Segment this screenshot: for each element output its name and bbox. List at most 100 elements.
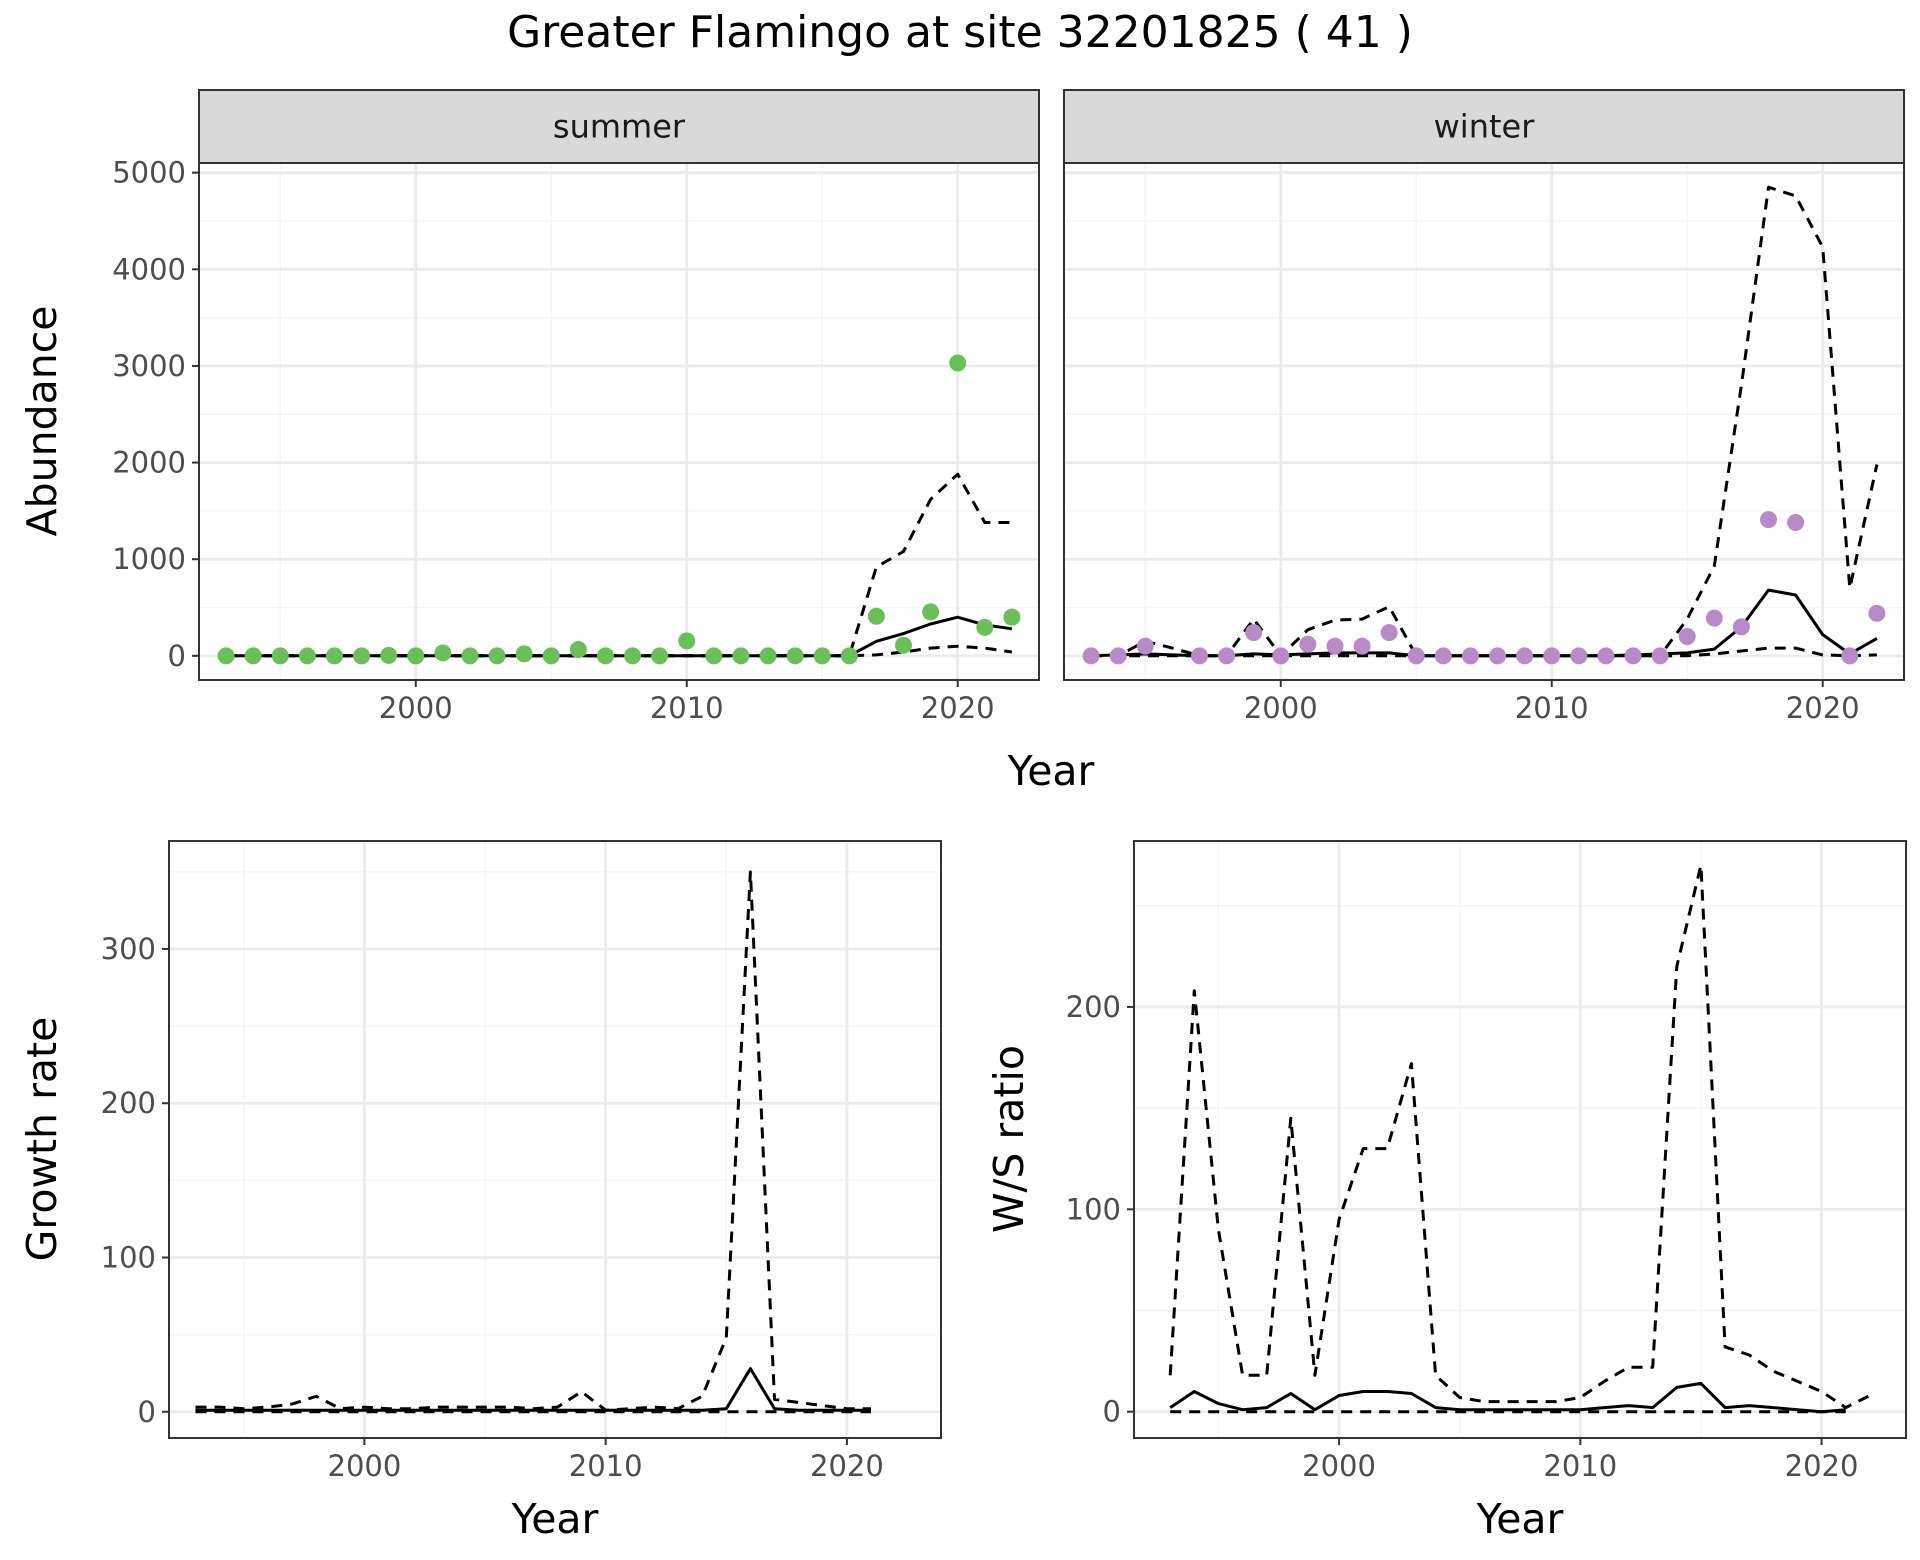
abundance-winter-strip-label: winter [1434, 108, 1536, 146]
abundance-winter-panel-background [1064, 163, 1904, 680]
growth-x-tick-label: 2020 [810, 1449, 884, 1483]
abundance-summer-point [895, 636, 913, 654]
abundance-summer-point [759, 647, 777, 665]
figure-title: Greater Flamingo at site 32201825 ( 41 ) [507, 7, 1413, 58]
ws-panel-border [1133, 840, 1907, 1439]
abundance-summer-point [840, 647, 858, 665]
abundance-winter-point [1678, 628, 1696, 646]
abundance-winter-point [1407, 647, 1425, 665]
abundance-summer-point [1003, 608, 1021, 626]
abundance-summer-y-tick-label: 2000 [112, 446, 186, 480]
abundance-winter-point [1136, 637, 1154, 655]
abundance-summer-point [325, 647, 343, 665]
abundance-winter-point [1760, 511, 1778, 529]
ws-y-tick-label: 100 [1066, 1192, 1121, 1226]
abundance-summer-point [244, 647, 262, 665]
growth-y-tick-label: 0 [138, 1395, 156, 1429]
abundance-summer-point [624, 647, 642, 665]
growth-panel-border [168, 840, 942, 1439]
abundance-summer-point [786, 647, 804, 665]
abundance-summer-point [949, 354, 967, 372]
abundance-summer-point [380, 646, 398, 664]
abundance-winter-point [1299, 635, 1317, 653]
abundance-winter-point [1272, 647, 1290, 665]
abundance-summer-x-tick-label: 2000 [379, 691, 453, 725]
abundance-summer-point [271, 647, 289, 665]
growth-y-tick-label: 200 [101, 1086, 156, 1120]
abundance-summer-point [298, 647, 316, 665]
abundance-winter-point [1543, 647, 1561, 665]
abundance-winter-point [1434, 647, 1452, 665]
growth-y-tick-label: 300 [101, 932, 156, 966]
abundance-winter-point [1868, 604, 1886, 622]
abundance-summer-y-tick-label: 1000 [112, 542, 186, 576]
abundance-summer-point [434, 644, 452, 662]
ws-y-axis-title: W/S ratio [985, 1045, 1033, 1233]
abundance-summer-point [678, 632, 696, 650]
abundance-summer-y-tick-label: 3000 [112, 349, 186, 383]
growth-x-axis-title: Year [511, 1495, 599, 1543]
abundance-summer-point [813, 647, 831, 665]
abundance-winter-x-tick-label: 2000 [1244, 691, 1318, 725]
abundance-summer-x-tick-label: 2010 [650, 691, 724, 725]
abundance-x-axis-title: Year [1007, 747, 1095, 795]
abundance-winter-point [1109, 647, 1127, 665]
abundance-winter-point [1651, 647, 1669, 665]
abundance-summer-strip-label: summer [553, 108, 686, 146]
abundance-summer-y-tick-label: 5000 [112, 156, 186, 190]
abundance-winter-point [1732, 618, 1750, 636]
ws-panel-background [1134, 841, 1906, 1438]
abundance-summer-point [353, 647, 371, 665]
growth-x-tick-label: 2000 [328, 1449, 402, 1483]
abundance-winter-strip [1063, 89, 1905, 164]
abundance-summer-point [596, 647, 614, 665]
abundance-winter-point [1353, 637, 1371, 655]
abundance-summer-point [542, 647, 560, 665]
abundance-winter-point [1570, 647, 1588, 665]
abundance-winter-point [1461, 647, 1479, 665]
abundance-summer-point [461, 647, 479, 665]
abundance-winter-point [1787, 513, 1805, 531]
abundance-summer-x-tick-label: 2020 [921, 691, 995, 725]
abundance-winter-point [1218, 647, 1236, 665]
growth-y-axis-title: Growth rate [18, 1017, 66, 1262]
abundance-winter-point [1597, 647, 1615, 665]
abundance-summer-point [515, 645, 533, 663]
abundance-winter-point [1705, 609, 1723, 627]
abundance-summer-panel-background [199, 163, 1039, 680]
abundance-winter-point [1245, 624, 1263, 642]
abundance-winter-x-tick-label: 2010 [1515, 691, 1589, 725]
ws-y-tick-label: 0 [1103, 1395, 1121, 1429]
growth-y-tick-label: 100 [101, 1241, 156, 1275]
abundance-y-axis-title: Abundance [18, 306, 66, 537]
abundance-summer-point [217, 647, 235, 665]
ws-y-tick-label: 200 [1066, 990, 1121, 1024]
abundance-winter-lower-line [1091, 646, 1877, 658]
growth-estimate-line [195, 1367, 871, 1412]
ws-upper-line [1168, 863, 1871, 1410]
abundance-summer-point [651, 647, 669, 665]
abundance-summer-point [488, 647, 506, 665]
abundance-summer-point [407, 647, 425, 665]
abundance-winter-x-tick-label: 2020 [1786, 691, 1860, 725]
ws-x-tick-label: 2020 [1785, 1449, 1859, 1483]
abundance-winter-point [1516, 647, 1534, 665]
abundance-summer-strip [198, 89, 1040, 164]
ws-x-axis-title: Year [1476, 1495, 1564, 1543]
growth-panel-background [169, 841, 941, 1438]
abundance-summer-point [705, 647, 723, 665]
abundance-summer-point [922, 603, 940, 621]
abundance-winter-point [1190, 647, 1208, 665]
abundance-summer-y-tick-label: 0 [168, 639, 186, 673]
abundance-summer-point [976, 618, 994, 636]
abundance-winter-point [1841, 647, 1859, 665]
abundance-winter-point [1326, 637, 1344, 655]
growth-x-tick-label: 2010 [569, 1449, 643, 1483]
ws-x-tick-label: 2000 [1302, 1449, 1376, 1483]
abundance-summer-point [732, 647, 750, 665]
ws-estimate-line [1169, 1381, 1846, 1414]
abundance-winter-point [1489, 647, 1507, 665]
abundance-winter-point [1082, 647, 1100, 665]
